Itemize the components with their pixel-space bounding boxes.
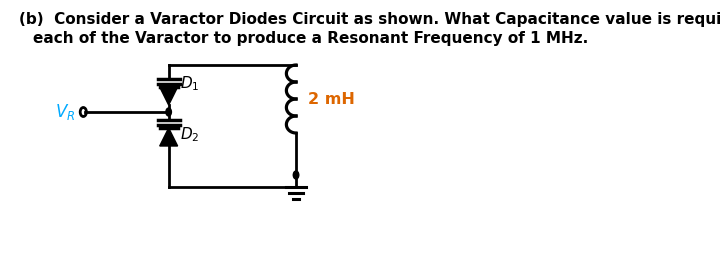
Polygon shape [160,128,178,146]
Circle shape [293,171,299,179]
Polygon shape [160,87,178,105]
Text: $D_2$: $D_2$ [180,126,199,144]
Text: each of the Varactor to produce a Resonant Frequency of 1 MHz.: each of the Varactor to produce a Resona… [33,31,588,46]
Circle shape [166,108,171,116]
Text: $V_R$: $V_R$ [55,102,76,122]
Text: 2 mH: 2 mH [308,92,355,106]
Text: $D_1$: $D_1$ [180,75,199,93]
Text: (b)  Consider a Varactor Diodes Circuit as shown. What Capacitance value is requ: (b) Consider a Varactor Diodes Circuit a… [19,12,720,27]
